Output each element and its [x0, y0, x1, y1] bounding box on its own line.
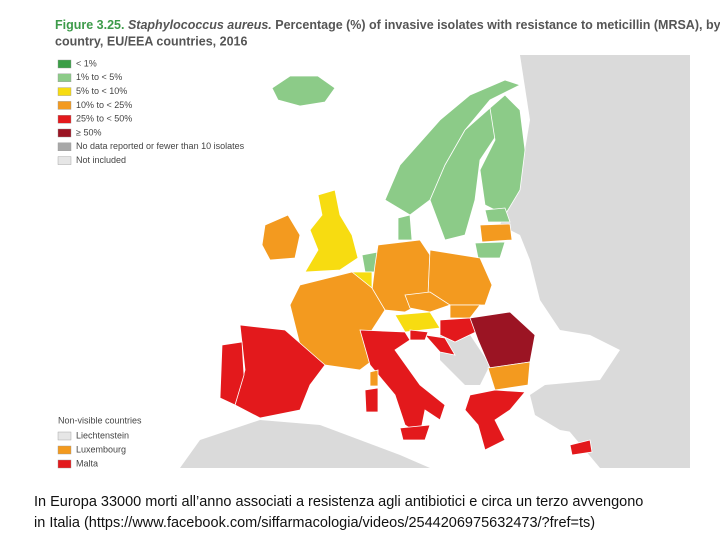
legend-swatch [57, 445, 72, 455]
italy [359, 329, 446, 436]
legend-label: 1% to < 5% [76, 72, 122, 82]
portugal [219, 341, 245, 406]
sicily [399, 424, 431, 441]
figure-title-line2: country, EU/EEA countries, 2016 [55, 34, 247, 48]
legend-swatch [57, 114, 72, 124]
latvia [479, 223, 513, 243]
legend-label: Liechtenstein [76, 430, 129, 440]
corsica [369, 369, 379, 387]
caption-line: in Italia (https://www.facebook.com/siff… [34, 515, 596, 531]
north-africa [180, 420, 430, 468]
legend: < 1% 1% to < 5% 5% to < 10% 10% to < 25% 25%… [57, 58, 245, 165]
figure-number: Figure 3.25. [55, 18, 124, 32]
finland [479, 94, 526, 216]
legend-swatch [57, 101, 72, 110]
denmark [397, 214, 413, 241]
legend-swatch [57, 459, 72, 469]
ireland [261, 214, 301, 261]
turkey [530, 385, 690, 440]
norway [384, 79, 522, 216]
non-visible-title: Non-visible countries [58, 415, 142, 425]
figure-title: Figure 3.25. Staphylococcus aureus. Perc… [55, 18, 720, 32]
iceland [271, 75, 336, 107]
slovenia [409, 329, 429, 341]
sardinia [364, 387, 379, 413]
figure: Figure 3.25. Staphylococcus aureus. Perc… [55, 18, 720, 469]
legend-label: Not included [76, 155, 126, 165]
title-text: Percentage (%) of invasive isolates with… [275, 18, 720, 32]
legend-label: Luxembourg [76, 444, 126, 454]
czechia [404, 291, 451, 313]
legend-label: 10% to < 25% [76, 100, 132, 110]
sweden [429, 107, 501, 241]
legend-label: Malta [76, 458, 98, 468]
legend-label: 5% to < 10% [76, 86, 127, 96]
legend-swatch [57, 59, 72, 69]
legend-swatch [57, 87, 72, 96]
legend-swatch [57, 128, 72, 138]
species: Staphylococcus aureus. [128, 18, 272, 32]
non-visible-legend: Non-visible countries Liechtenstein Luxem… [57, 415, 142, 469]
cyprus [569, 439, 593, 456]
legend-label: No data reported or fewer than 10 isolat… [76, 141, 245, 151]
legend-label: < 1% [76, 58, 97, 68]
hungary [439, 317, 481, 343]
lithuania [474, 241, 506, 259]
croatia [423, 334, 456, 356]
caption: In Europa 33000 morti all’anno associati… [34, 492, 714, 534]
legend-label: ≥ 50% [76, 127, 101, 137]
legend-swatch [57, 73, 72, 83]
balkans [440, 330, 490, 385]
map [55, 55, 690, 468]
legend-label: 25% to < 50% [76, 114, 132, 124]
legend-swatch [57, 142, 72, 152]
bulgaria [487, 361, 531, 391]
estonia [484, 207, 511, 223]
legend-swatch [57, 431, 72, 441]
united-kingdom [304, 189, 359, 273]
legend-swatch [57, 156, 72, 165]
caption-line: In Europa 33000 morti all’anno associati… [34, 494, 644, 510]
eastern-land [500, 55, 690, 468]
greece [464, 389, 526, 451]
